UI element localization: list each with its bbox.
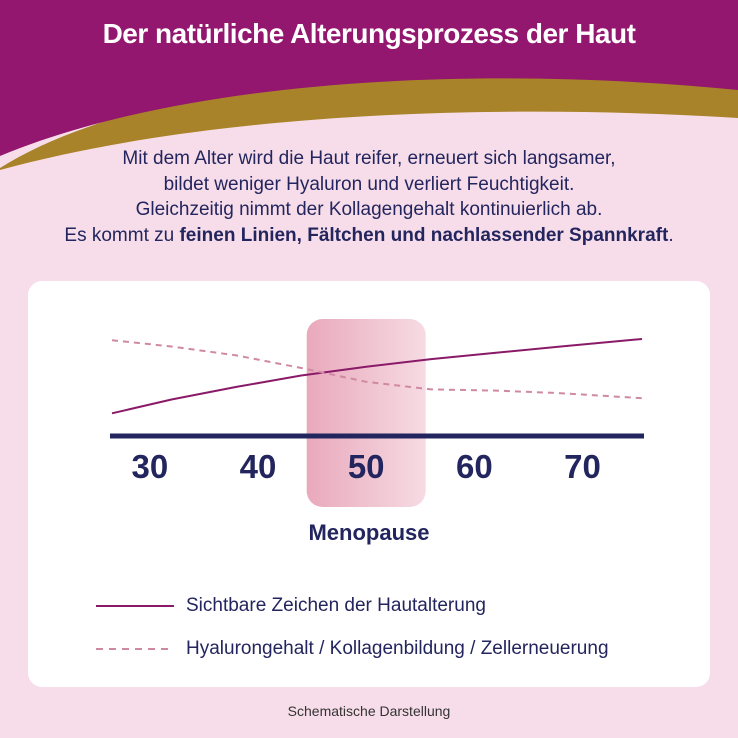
menopause-highlight	[306, 319, 426, 507]
page-title: Der natürliche Alterungsprozess der Haut	[102, 18, 636, 49]
x-tick-label-60: 60	[456, 448, 493, 485]
header-purple-band	[0, 0, 738, 156]
intro-line-1: Mit dem Alter wird die Haut reifer, erne…	[122, 148, 616, 169]
intro-line-3: Gleichzeitig nimmt der Kollagengehalt ko…	[135, 199, 603, 220]
header-banner	[0, 0, 738, 170]
legend-solid-label: Sichtbare Zeichen der Hautalterung	[186, 595, 486, 616]
x-tick-label-50: 50	[348, 448, 385, 485]
x-tick-label-30: 30	[131, 448, 168, 485]
x-tick-label-40: 40	[240, 448, 277, 485]
legend-solid-swatch	[96, 605, 174, 607]
x-tick-label-70: 70	[564, 448, 601, 485]
series-line-skin-aging	[111, 338, 643, 415]
footnote: Schematische Darstellung	[287, 703, 451, 719]
legend-dashed-swatch	[96, 648, 174, 650]
chart: 30 40 50 60 70	[110, 319, 644, 507]
menopause-label: Menopause	[308, 520, 430, 545]
legend-item-dashed: Hyalurongehalt / Kollagenbildung / Zelle…	[96, 636, 609, 662]
legend-item-solid: Sichtbare Zeichen der Hautalterung	[96, 593, 486, 619]
intro-emphasis: feinen Linien, Fältchen und nachlassende…	[179, 224, 669, 246]
intro-line-4-suffix: .	[668, 224, 674, 246]
legend-dashed-label: Hyalurongehalt / Kollagenbildung / Zelle…	[186, 638, 609, 659]
header-gold-swoosh	[0, 69, 738, 170]
series-line-hyaluron	[111, 339, 643, 400]
intro-line-2: bildet weniger Hyaluron und verliert Feu…	[163, 173, 575, 195]
intro-text: Mit dem Alter wird die Haut reifer, erne…	[40, 146, 698, 248]
intro-line-4: Es kommt zu feinen Linien, Fältchen und …	[40, 223, 698, 249]
intro-line-4-prefix: Es kommt zu	[64, 224, 180, 246]
